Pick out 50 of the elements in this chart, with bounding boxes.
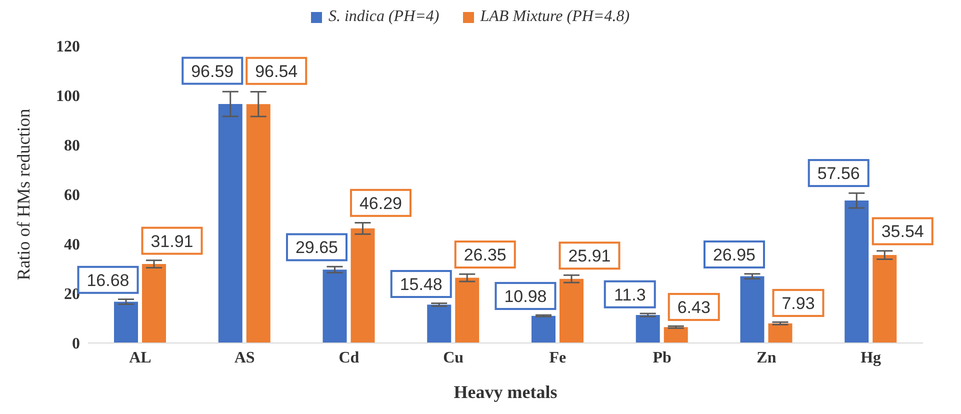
data-label: 31.91 [150,232,194,251]
data-label: 46.29 [359,194,402,213]
bar [142,264,166,343]
bar [427,304,452,343]
data-label: 16.68 [86,270,130,290]
y-tick-label: 100 [56,88,80,106]
data-label: 35.54 [881,222,924,242]
bar [664,327,688,343]
bar [350,228,375,343]
x-tick-label: Zn [756,349,776,366]
data-label: 26.35 [464,246,506,265]
data-label: 57.56 [817,164,860,184]
x-tick-label: Fe [549,349,566,366]
data-label: 10.98 [504,286,547,306]
bar [114,302,138,343]
data-label: 11.3 [614,285,646,304]
data-label: 7.93 [782,294,815,313]
bar [844,200,869,343]
bar [246,104,270,343]
x-tick-label: Hg [860,349,882,366]
x-tick-label: Cu [443,349,464,366]
y-axis-title: Ratio of HMs reduction [13,108,34,280]
bar [455,278,480,343]
x-tick-label: AS [234,349,255,366]
data-label: 96.59 [191,62,234,81]
y-tick-label: 40 [64,236,80,254]
x-axis-title: Heavy metals [454,382,558,402]
y-tick-label: 120 [56,38,80,56]
bar [872,255,897,343]
data-label: 25.91 [568,246,611,266]
bar [740,276,764,343]
data-label: 96.54 [255,62,298,81]
data-label: 29.65 [295,238,338,258]
legend-label: LAB Mixture (PH=4.8) [480,8,630,26]
bar [768,323,792,343]
data-label: 6.43 [677,298,710,317]
y-tick-label: 60 [64,187,80,204]
bar [218,104,242,343]
bar [532,316,556,343]
bar [322,270,347,343]
y-tick-label: 0 [72,336,80,353]
data-label: 15.48 [400,274,442,294]
x-tick-label: Cd [338,349,360,366]
bar [560,278,584,343]
bar [636,315,660,343]
data-label: 26.95 [712,245,756,264]
legend-label: S. indica (PH=4) [328,8,440,26]
x-tick-label: Pb [652,349,672,366]
x-tick-label: AL [129,349,152,366]
y-tick-label: 80 [64,138,80,155]
